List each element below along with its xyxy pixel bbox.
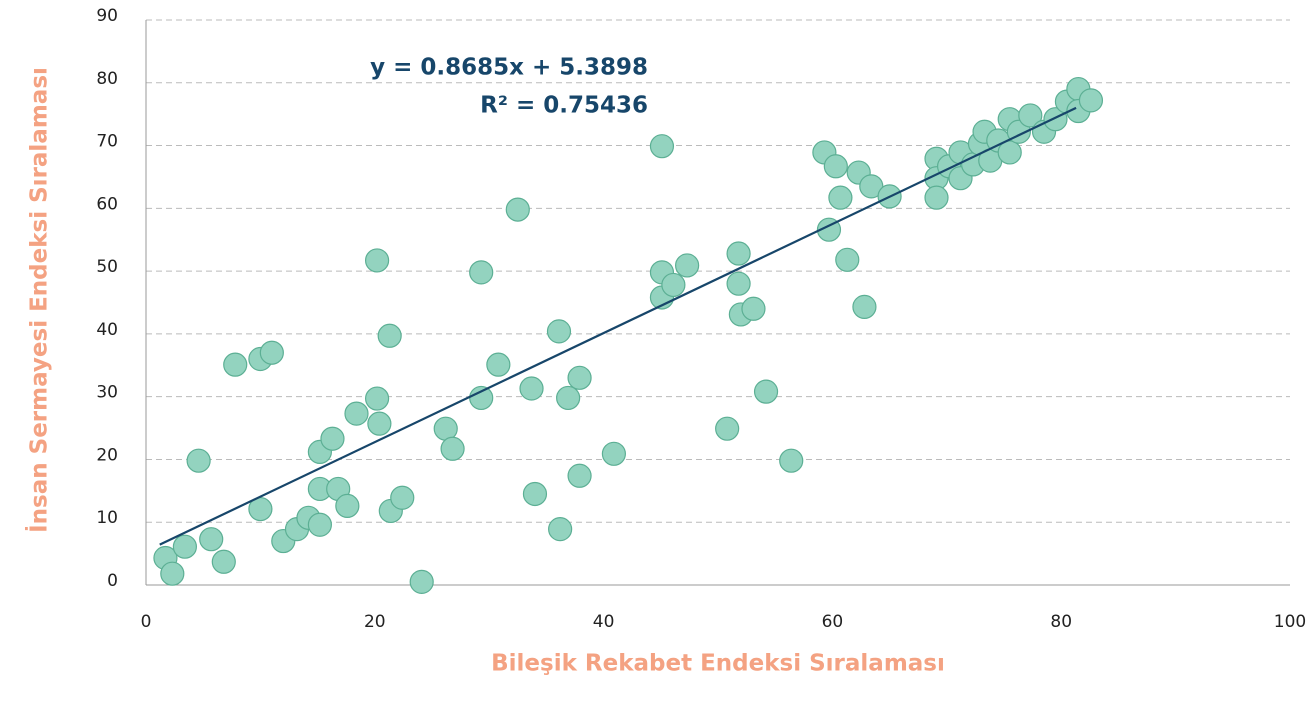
point: [567, 463, 592, 488]
point: [223, 352, 248, 377]
x-tick-label: 40: [593, 612, 615, 632]
point: [601, 441, 626, 466]
y-tick-label: 20: [96, 445, 118, 465]
x-axis-title: Bileşik Rekabet Endeksi Sıralaması: [491, 651, 945, 677]
point: [546, 319, 572, 344]
point: [859, 174, 884, 199]
point: [924, 185, 949, 210]
point: [505, 197, 530, 222]
x-tick-label: 100: [1274, 612, 1306, 632]
point: [522, 481, 548, 507]
point: [390, 485, 415, 510]
point: [852, 294, 877, 319]
point: [1018, 103, 1043, 128]
y-tick-label: 80: [96, 69, 118, 89]
y-tick-label: 90: [96, 6, 118, 26]
point: [364, 248, 390, 273]
y-tick-label: 60: [96, 194, 118, 214]
point: [779, 448, 804, 473]
point: [307, 512, 332, 537]
point: [835, 247, 860, 272]
point: [567, 365, 592, 390]
point: [519, 376, 544, 401]
trendline: [159, 106, 1077, 546]
point: [259, 340, 284, 365]
point: [377, 323, 402, 348]
point: [675, 253, 700, 278]
y-tick-label: 0: [107, 571, 118, 591]
point: [344, 401, 369, 426]
x-tick-label: 0: [141, 612, 152, 632]
point: [211, 549, 236, 574]
point: [367, 411, 392, 436]
point: [726, 271, 751, 296]
point: [997, 140, 1022, 165]
point: [753, 379, 779, 404]
point: [160, 561, 185, 586]
y-tick-label: 10: [96, 508, 118, 528]
point: [335, 493, 360, 518]
point: [364, 386, 390, 411]
point: [548, 517, 573, 542]
point: [715, 416, 740, 441]
point: [1078, 88, 1104, 113]
point: [661, 272, 686, 298]
y-tick-label: 70: [96, 132, 118, 152]
y-tick-label: 50: [96, 257, 118, 277]
x-tick-label: 20: [364, 612, 386, 632]
point: [828, 185, 853, 210]
point: [440, 436, 465, 461]
point: [556, 385, 581, 411]
point: [469, 260, 494, 285]
x-tick-label: 80: [1050, 612, 1072, 632]
point: [172, 534, 197, 559]
x-tick-label: 60: [822, 612, 844, 632]
point: [469, 385, 494, 411]
r-squared: R² = 0.75436: [480, 93, 648, 119]
point: [199, 527, 224, 552]
y-axis-title: İnsan Sermayesi Endeksi Sıralaması: [25, 67, 53, 533]
point: [1043, 107, 1068, 132]
point: [186, 448, 211, 473]
point: [823, 154, 848, 179]
point: [649, 134, 675, 159]
point: [320, 426, 345, 451]
point: [409, 569, 434, 594]
y-tick-label: 30: [96, 383, 118, 403]
point: [741, 296, 766, 321]
equation: y = 0.8685x + 5.3898: [370, 55, 648, 81]
point: [726, 241, 751, 266]
point: [486, 352, 511, 377]
y-tick-label: 40: [96, 320, 118, 340]
